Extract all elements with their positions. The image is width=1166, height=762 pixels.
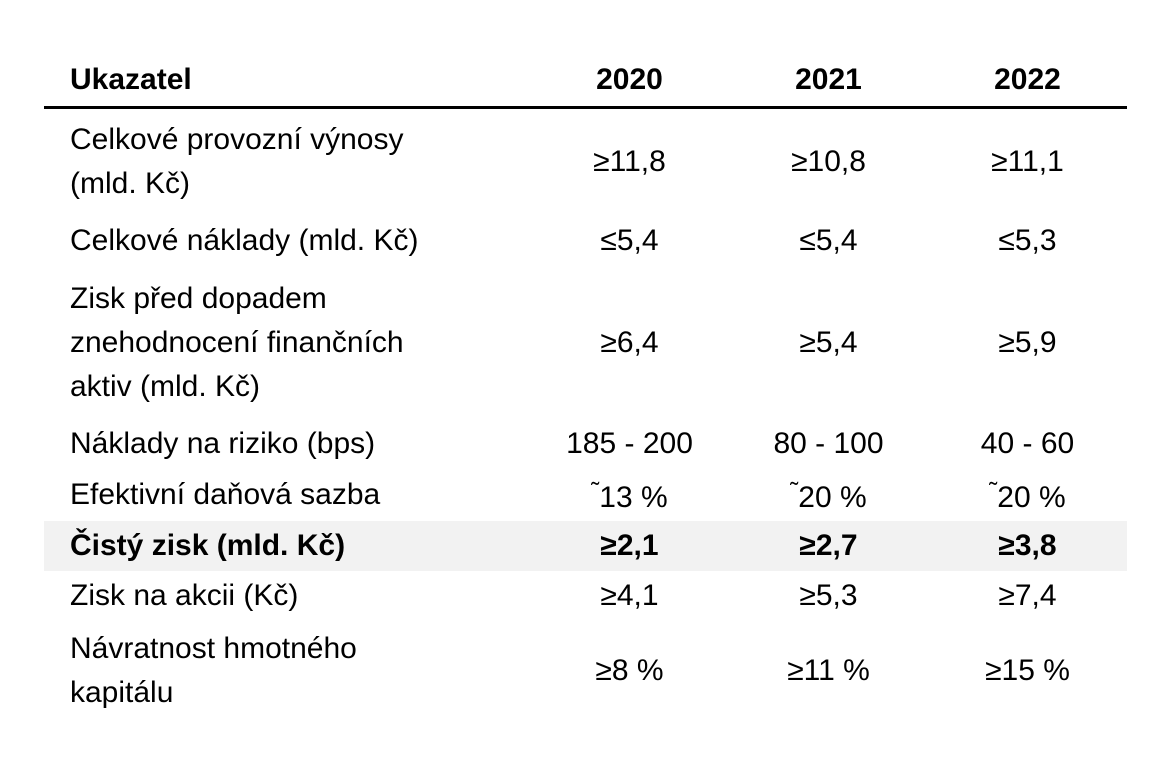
value-text: 13 %: [599, 481, 668, 514]
row-label-line: Zisk před dopadem: [70, 282, 327, 315]
value-2020: ˜13 %: [530, 470, 729, 520]
value-2020: ≥8 %: [595, 654, 664, 687]
table-row-effective-tax-rate: Efektivní daňová sazba ˜13 % ˜20 % ˜20 %: [44, 469, 1127, 521]
approx-mark: ˜: [591, 478, 600, 505]
value-2021: ≥2,7: [799, 529, 858, 562]
row-label-line: aktiv (mld. Kč): [70, 370, 261, 403]
value-2020: ≥11,8: [593, 145, 666, 178]
row-label: Zisk před dopadem znehodnocení finančníc…: [44, 277, 530, 409]
table-row-return-on-tangible-equity: Návratnost hmotného kapitálu ≥8 % ≥11 % …: [44, 621, 1127, 721]
row-label: Celkové provozní výnosy (mld. Kč): [44, 118, 530, 206]
table-row-operating-revenue: Celkové provozní výnosy (mld. Kč) ≥11,8 …: [44, 109, 1127, 215]
row-label-line: Celkové provozní výnosy: [70, 123, 404, 156]
row-label-line: (mld. Kč): [70, 167, 190, 200]
row-label: Čistý zisk (mld. Kč): [70, 529, 346, 562]
value-2022: ≥3,8: [998, 529, 1057, 562]
financial-targets-table: Ukazatel 2020 2021 2022 Celkové provozní…: [44, 54, 1127, 721]
value-2021: ≥5,4: [799, 326, 858, 359]
row-label: Návratnost hmotného kapitálu: [44, 627, 530, 715]
value-2022: ˜20 %: [928, 470, 1127, 520]
row-label: Celkové náklady (mld. Kč): [70, 224, 419, 257]
table-row-earnings-per-share: Zisk na akcii (Kč) ≥4,1 ≥5,3 ≥7,4: [44, 571, 1127, 621]
value-2022: 40 - 60: [980, 427, 1075, 460]
value-2021: ≥10,8: [791, 145, 866, 178]
table-row-total-costs: Celkové náklady (mld. Kč) ≤5,4 ≤5,4 ≤5,3: [44, 215, 1127, 267]
value-2021: ˜20 %: [729, 470, 928, 520]
value-2021: ≥5,3: [799, 579, 858, 612]
value-2022: ≥11,1: [991, 145, 1064, 178]
header-year-2020: 2020: [596, 63, 663, 96]
approx-mark: ˜: [989, 478, 998, 505]
value-2020: 185 - 200: [566, 427, 693, 460]
row-label: Efektivní daňová sazba: [70, 478, 381, 511]
value-2020: ≥4,1: [600, 579, 659, 612]
value-2020: ≥2,1: [600, 529, 659, 562]
value-text: 20 %: [798, 481, 867, 514]
table-row-profit-before-impairments: Zisk před dopadem znehodnocení finančníc…: [44, 267, 1127, 419]
header-year-2022: 2022: [994, 63, 1061, 96]
row-label-line: znehodnocení finančních: [70, 326, 404, 359]
table-row-cost-of-risk: Náklady na riziko (bps) 185 - 200 80 - 1…: [44, 419, 1127, 469]
value-2022: ≥7,4: [998, 579, 1057, 612]
value-2022: ≤5,3: [998, 224, 1057, 257]
row-label: Náklady na riziko (bps): [70, 427, 376, 460]
row-label-line: Návratnost hmotného: [70, 632, 357, 665]
table-header-row: Ukazatel 2020 2021 2022: [44, 54, 1127, 109]
header-indicator: Ukazatel: [70, 63, 192, 96]
value-2021: 80 - 100: [773, 427, 884, 460]
table-row-net-profit: Čistý zisk (mld. Kč) ≥2,1 ≥2,7 ≥3,8: [44, 521, 1127, 571]
header-year-2021: 2021: [795, 63, 862, 96]
row-label: Zisk na akcii (Kč): [70, 579, 299, 612]
value-2020: ≥6,4: [600, 326, 659, 359]
row-label-line: kapitálu: [70, 676, 174, 709]
value-text: 20 %: [997, 481, 1066, 514]
approx-mark: ˜: [790, 478, 799, 505]
value-2021: ≥11 %: [787, 654, 870, 687]
value-2022: ≥15 %: [985, 654, 1070, 687]
value-2022: ≥5,9: [998, 326, 1057, 359]
value-2021: ≤5,4: [799, 224, 858, 257]
value-2020: ≤5,4: [600, 224, 659, 257]
